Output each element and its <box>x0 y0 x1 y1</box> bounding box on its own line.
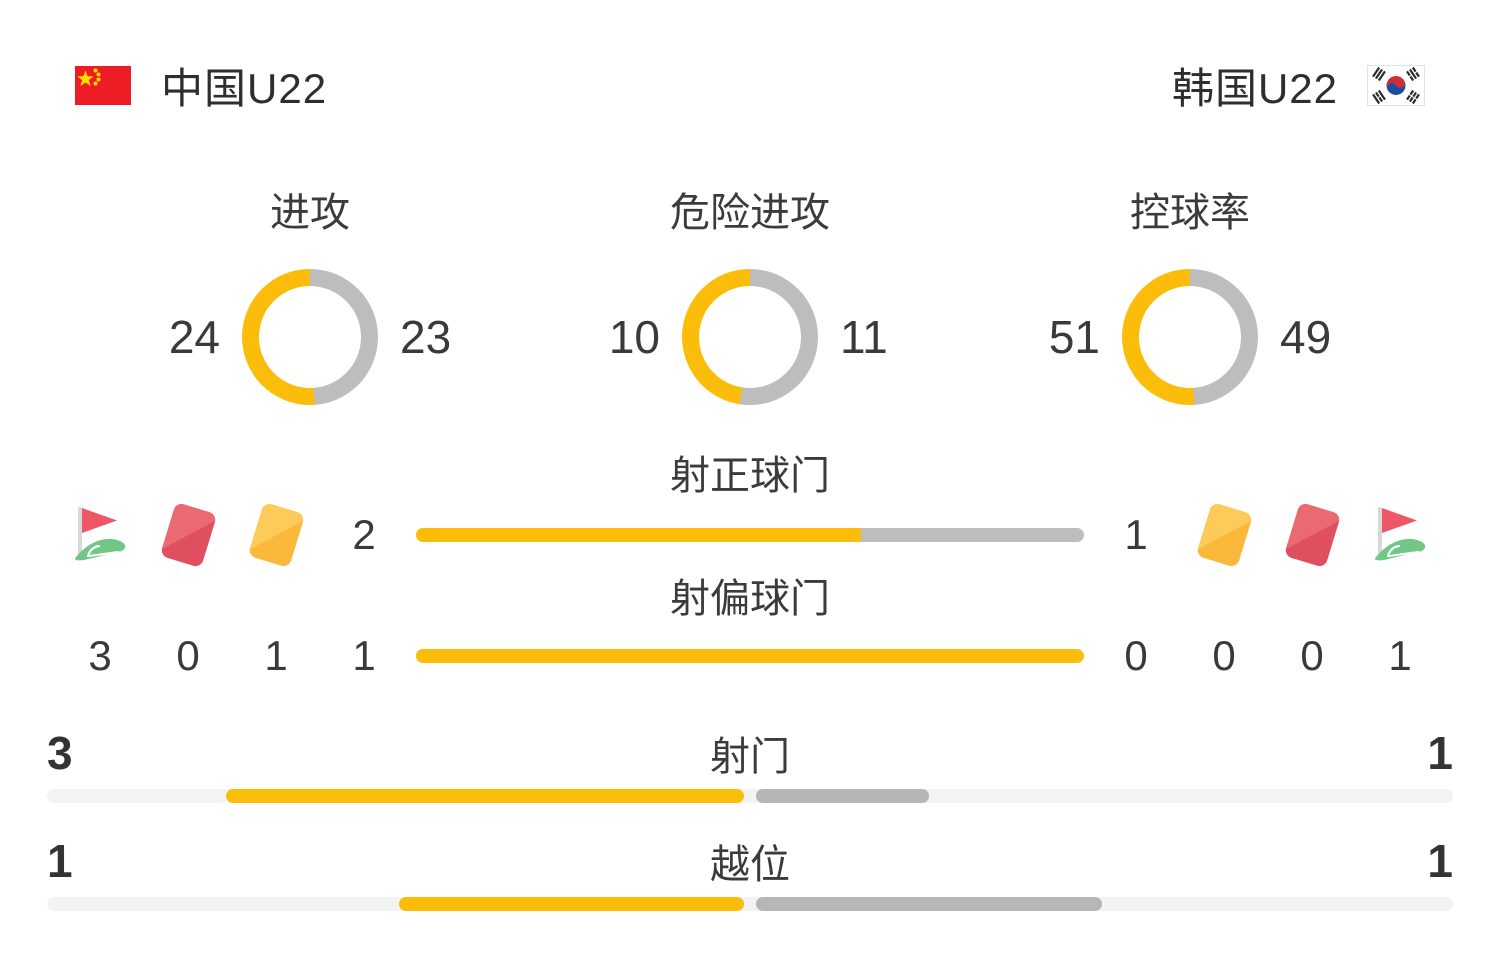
shots-split-bar <box>47 789 1453 803</box>
home-offside-value: 1 <box>47 835 73 887</box>
attacks-donut-chart <box>242 269 378 405</box>
offside-split-bar <box>47 897 1453 911</box>
match-header: 中国U22 韩国U22 <box>0 0 1500 116</box>
donut-title: 进攻 <box>270 191 350 235</box>
shots-off-target-bar <box>416 649 1084 663</box>
home-red-cards-count: 0 <box>176 632 200 679</box>
home-attacks-value: 24 <box>168 311 220 363</box>
donut-hole <box>1139 286 1241 388</box>
home-yellow-cards-count: 1 <box>264 632 288 679</box>
possession-donut-chart <box>1122 269 1258 405</box>
home-shots-off-target-value: 1 <box>352 632 376 679</box>
shots-total-block: 3 射门 1 <box>47 727 1453 803</box>
donut-title: 危险进攻 <box>670 191 830 235</box>
away-red-card-icon <box>1283 501 1341 569</box>
wide-stats-section: 3 射门 1 1 越位 1 <box>0 727 1500 911</box>
home-corner-flag-icon <box>74 507 126 561</box>
away-offside-value: 1 <box>1427 835 1453 887</box>
home-team: 中国U22 <box>75 55 327 116</box>
donut-possession: 控球率 51 49 <box>970 192 1410 405</box>
china-flag-icon <box>75 66 131 105</box>
away-team: 韩国U22 <box>1171 55 1425 116</box>
away-bar-fill <box>756 897 1102 911</box>
away-team-name: 韩国U22 <box>1171 65 1338 112</box>
donut-hole <box>699 286 801 388</box>
south-korea-flag-icon <box>1367 65 1425 106</box>
away-shots-off-target-value: 0 <box>1124 632 1148 679</box>
away-yellow-cards-count: 0 <box>1212 632 1236 679</box>
away-red-cards-count: 0 <box>1300 632 1324 679</box>
home-yellow-card-icon <box>247 501 305 569</box>
home-dangerous-attacks-value: 10 <box>608 311 660 363</box>
away-attacks-value: 23 <box>400 311 452 363</box>
donut-stats-row: 进攻 24 23 危险进攻 10 11 控球率 51 49 <box>90 192 1410 405</box>
away-yellow-card-icon <box>1195 501 1253 569</box>
home-bar-fill <box>398 897 744 911</box>
donut-title: 控球率 <box>1130 191 1250 235</box>
counts-row: 3 0 1 1 0 0 0 1 <box>0 631 1500 681</box>
donut-hole <box>259 286 361 388</box>
away-dangerous-attacks-value: 11 <box>840 311 888 363</box>
home-bar-fill <box>416 649 1084 663</box>
duel-stats-section: 射正球门 2 1 <box>0 455 1500 681</box>
home-bar-fill <box>225 789 744 803</box>
shots-on-target-bar <box>416 528 1084 542</box>
dangerous-attacks-donut-chart <box>682 269 818 405</box>
icons-row: 2 1 <box>0 501 1500 569</box>
donut-dangerous-attacks: 危险进攻 10 11 <box>530 192 970 405</box>
away-bar-fill <box>756 789 929 803</box>
away-bar-fill <box>861 528 1084 542</box>
home-shots-value: 3 <box>47 727 73 779</box>
shots-off-target-title: 射偏球门 <box>670 577 830 621</box>
shots-label: 射门 <box>710 735 790 779</box>
home-corners-count: 3 <box>88 632 112 679</box>
offside-label: 越位 <box>710 843 790 887</box>
away-corners-count: 1 <box>1388 632 1412 679</box>
away-shots-on-target-value: 1 <box>1124 511 1148 558</box>
away-shots-value: 1 <box>1427 727 1453 779</box>
donut-attacks: 进攻 24 23 <box>90 192 530 405</box>
away-possession-value: 49 <box>1280 311 1332 363</box>
home-bar-fill <box>416 528 862 542</box>
offside-block: 1 越位 1 <box>47 835 1453 911</box>
home-possession-value: 51 <box>1048 311 1100 363</box>
home-team-name: 中国U22 <box>161 65 328 112</box>
home-shots-on-target-value: 2 <box>352 511 376 558</box>
shots-on-target-title: 射正球门 <box>670 454 830 498</box>
away-corner-flag-icon <box>1374 507 1426 561</box>
home-red-card-icon <box>159 501 217 569</box>
